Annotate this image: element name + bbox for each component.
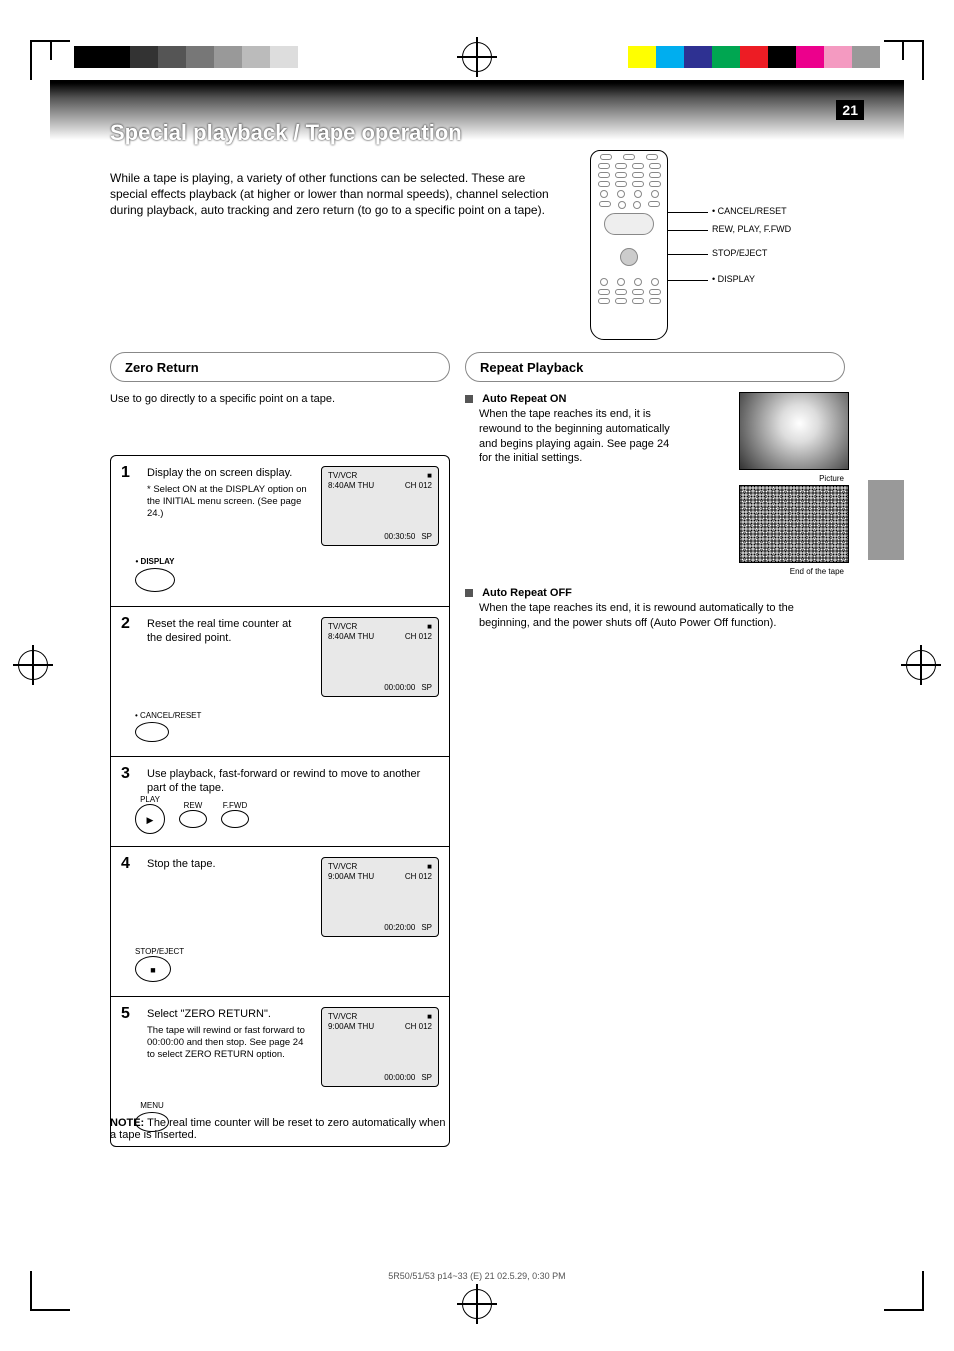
button-label: PLAY xyxy=(135,795,165,804)
step-text: Reset the real time counter at the desir… xyxy=(147,617,307,646)
note-body: The real time counter will be reset to z… xyxy=(110,1117,445,1141)
step-subtext: The tape will rewind or fast forward to … xyxy=(147,1025,307,1061)
thumb-tab xyxy=(868,480,904,560)
button-label: F.FWD xyxy=(221,801,249,810)
step-row: 4 Stop the tape. STOP/EJECT TV/VCR■ 9:00… xyxy=(111,846,449,996)
section-left-intro: Use to go directly to a specific point o… xyxy=(110,392,450,407)
crop-mark xyxy=(884,40,924,80)
remote-illustration xyxy=(590,150,668,340)
page-number: 21 xyxy=(836,100,864,120)
transport-buttons: PLAY REW F.FWD xyxy=(135,795,249,834)
step-number: 2 xyxy=(121,615,130,633)
osd-screen: TV/VCR■ 9:00AM THUCH 012 00:20:00SP xyxy=(321,857,439,937)
leader-line xyxy=(668,280,708,281)
step-number: 5 xyxy=(121,1005,130,1023)
button-label: MENU xyxy=(135,1101,169,1110)
section-header-right: Repeat Playback xyxy=(465,352,845,382)
square-bullet-icon xyxy=(465,395,473,403)
osd-screen: TV/VCR■ 8:40AM THUCH 012 00:00:00SP xyxy=(321,617,439,697)
right-block-body: When the tape reaches its end, it is rew… xyxy=(479,407,679,466)
button-label: STOP/EJECT xyxy=(135,947,184,956)
remote-label: REW, PLAY, F.FWD xyxy=(712,224,791,234)
leader-line xyxy=(668,254,708,255)
colorbar-color xyxy=(628,46,880,68)
intro-text: While a tape is playing, a variety of ot… xyxy=(110,170,550,219)
step-text: Display the on screen display. xyxy=(147,466,307,480)
rew-button-icon xyxy=(179,810,207,828)
page-title: Special playback / Tape operation xyxy=(110,120,462,146)
snow-thumbnail xyxy=(739,485,849,563)
remote-label: • CANCEL/RESET xyxy=(712,206,787,216)
step-number: 1 xyxy=(121,464,130,482)
snow-caption: End of the tape xyxy=(790,567,844,576)
step-text: Select "ZERO RETURN". xyxy=(147,1007,307,1021)
section-header-left: Zero Return xyxy=(110,352,450,382)
display-button-icon xyxy=(135,568,175,592)
colorbar-greyscale xyxy=(74,46,326,68)
right-block-body: When the tape reaches its end, it is rew… xyxy=(479,601,799,631)
step-subtext: * Select ON at the DISPLAY option on the… xyxy=(147,484,307,520)
registration-mark-icon xyxy=(18,650,48,680)
leader-line xyxy=(668,230,708,231)
photo-caption: Picture xyxy=(819,474,844,483)
ffwd-button-icon xyxy=(221,810,249,828)
leader-line xyxy=(668,212,708,213)
note-block: NOTE: The real time counter will be rese… xyxy=(110,1117,450,1141)
cancel-reset-button-icon xyxy=(135,722,169,742)
note-head: NOTE: xyxy=(110,1117,144,1129)
registration-mark-icon xyxy=(462,42,492,72)
registration-mark-icon xyxy=(906,650,936,680)
remote-label: • DISPLAY xyxy=(712,274,755,284)
button-label: REW xyxy=(179,801,207,810)
button-label: • DISPLAY xyxy=(135,557,175,566)
square-bullet-icon xyxy=(465,589,473,597)
step-row: 1 Display the on screen display. * Selec… xyxy=(111,456,449,606)
registration-mark-icon xyxy=(462,1289,492,1319)
remote-label: STOP/EJECT xyxy=(712,248,767,258)
steps-table: 1 Display the on screen display. * Selec… xyxy=(110,455,450,1147)
step-number: 3 xyxy=(121,765,130,783)
step-text: Use playback, fast-forward or rewind to … xyxy=(147,767,427,796)
step-text: Stop the tape. xyxy=(147,857,307,871)
right-block-head: Auto Repeat ON xyxy=(482,393,566,405)
crop-mark xyxy=(30,40,70,80)
play-button-icon xyxy=(135,804,165,834)
stop-button-icon xyxy=(135,956,171,982)
osd-screen: TV/VCR■ 8:40AM THUCH 012 00:30:50SP xyxy=(321,466,439,546)
step-row: 3 Use playback, fast-forward or rewind t… xyxy=(111,756,449,846)
picture-thumbnail xyxy=(739,392,849,470)
osd-screen: TV/VCR■ 9:00AM THUCH 012 00:00:00SP xyxy=(321,1007,439,1087)
step-number: 4 xyxy=(121,855,130,873)
right-block-head: Auto Repeat OFF xyxy=(482,587,572,599)
button-label: • CANCEL/RESET xyxy=(135,711,201,720)
step-row: 2 Reset the real time counter at the des… xyxy=(111,606,449,756)
footer-line: 5R50/51/53 p14~33 (E) 21 02.5.29, 0:30 P… xyxy=(0,1271,954,1281)
